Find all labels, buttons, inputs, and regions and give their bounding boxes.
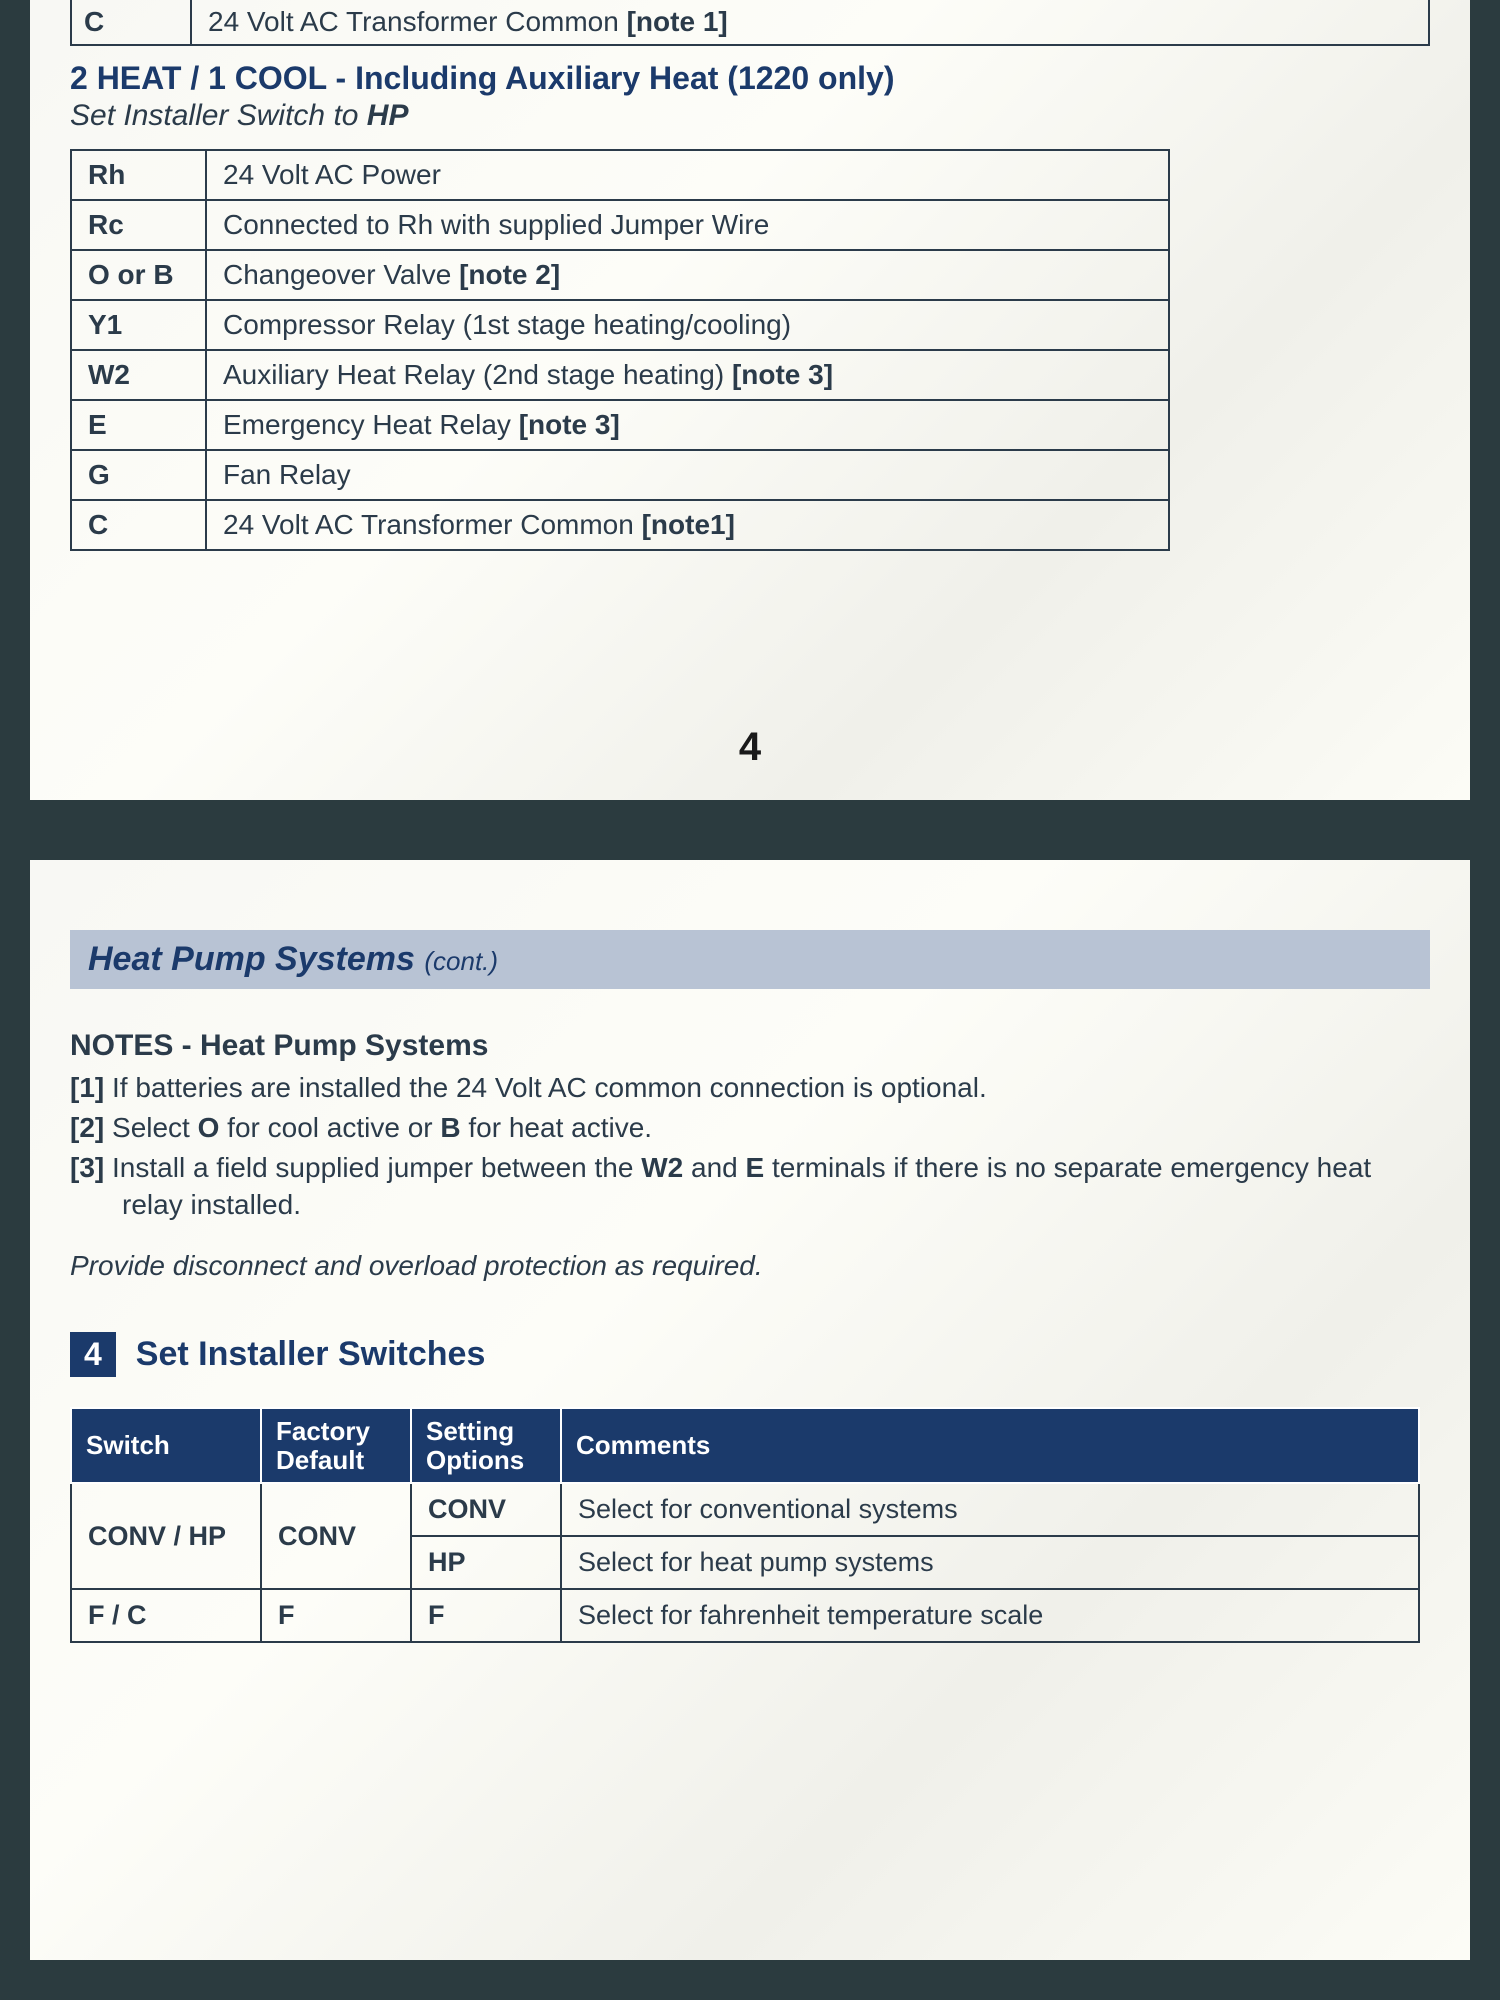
section-header-bar: Heat Pump Systems (cont.)	[70, 930, 1430, 989]
table-row: Y1Compressor Relay (1st stage heating/co…	[71, 300, 1169, 350]
setting-option: F	[411, 1589, 561, 1642]
terminal-desc: Emergency Heat Relay [note 3]	[206, 400, 1169, 450]
table-row: GFan Relay	[71, 450, 1169, 500]
terminal-label: G	[71, 450, 206, 500]
note-ref: [note 3]	[732, 359, 833, 390]
text: Heat Pump Systems	[88, 940, 424, 978]
installer-switches-table: Switch Factory Default Setting Options C…	[70, 1407, 1420, 1643]
page-number: 4	[739, 725, 761, 770]
setting-comment: Select for conventional systems	[561, 1483, 1419, 1536]
note-item: [3] Install a field supplied jumper betw…	[70, 1149, 1430, 1225]
terminal-label: O or B	[71, 250, 206, 300]
note-item: [2] Select O for cool active or B for he…	[70, 1109, 1430, 1147]
table-row: W2Auxiliary Heat Relay (2nd stage heatin…	[71, 350, 1169, 400]
factory-default: CONV	[261, 1483, 411, 1589]
factory-default: F	[261, 1589, 411, 1642]
setting-comment: Select for heat pump systems	[561, 1536, 1419, 1589]
text-cont: (cont.)	[424, 946, 498, 976]
step-number-badge: 4	[70, 1332, 116, 1377]
table-row: C24 Volt AC Transformer Common [note1]	[71, 500, 1169, 550]
col-setting-options: Setting Options	[411, 1408, 561, 1483]
terminal-desc: 24 Volt AC Transformer Common [note1]	[206, 500, 1169, 550]
terminal-desc: Connected to Rh with supplied Jumper Wir…	[206, 200, 1169, 250]
manual-page-5: Heat Pump Systems (cont.) NOTES - Heat P…	[30, 860, 1470, 1960]
note-ref: [note 1]	[627, 6, 728, 37]
text: Set Installer Switch to	[70, 99, 367, 132]
step-header: 4 Set Installer Switches	[70, 1332, 1430, 1377]
terminal-desc: Fan Relay	[206, 450, 1169, 500]
table-row: RcConnected to Rh with supplied Jumper W…	[71, 200, 1169, 250]
wiring-section-title: 2 HEAT / 1 COOL - Including Auxiliary He…	[70, 60, 1430, 97]
table-row: Rh24 Volt AC Power	[71, 150, 1169, 200]
terminal-label: Y1	[71, 300, 206, 350]
table-header-row: Switch Factory Default Setting Options C…	[71, 1408, 1419, 1483]
terminal-wiring-table: Rh24 Volt AC PowerRcConnected to Rh with…	[70, 149, 1170, 551]
col-comments: Comments	[561, 1408, 1419, 1483]
terminal-label: C	[71, 500, 206, 550]
text: 24 Volt AC Transformer Common	[208, 6, 627, 37]
terminal-desc: Compressor Relay (1st stage heating/cool…	[206, 300, 1169, 350]
text: Factory	[276, 1416, 370, 1446]
terminal-label: C	[72, 0, 192, 44]
text: Setting	[426, 1416, 514, 1446]
text: Default	[276, 1445, 364, 1475]
safety-notice: Provide disconnect and overload protecti…	[70, 1250, 1430, 1282]
terminal-desc: Auxiliary Heat Relay (2nd stage heating)…	[206, 350, 1169, 400]
note-ref: [note 3]	[519, 409, 620, 440]
wiring-section-subtitle: Set Installer Switch to HP	[70, 99, 1430, 133]
switch-name: CONV / HP	[71, 1483, 261, 1589]
terminal-label: W2	[71, 350, 206, 400]
notes-heading: NOTES - Heat Pump Systems	[70, 1029, 1430, 1063]
note-ref: [note 2]	[459, 259, 560, 290]
terminal-label: Rc	[71, 200, 206, 250]
setting-comment: Select for fahrenheit temperature scale	[561, 1589, 1419, 1642]
partial-prev-table-row: C 24 Volt AC Transformer Common [note 1]	[70, 0, 1430, 46]
terminal-label: E	[71, 400, 206, 450]
terminal-desc: Changeover Valve [note 2]	[206, 250, 1169, 300]
table-row: F / CFFSelect for fahrenheit temperature…	[71, 1589, 1419, 1642]
table-row: EEmergency Heat Relay [note 3]	[71, 400, 1169, 450]
terminal-desc: 24 Volt AC Transformer Common [note 1]	[192, 0, 1428, 44]
table-row: O or BChangeover Valve [note 2]	[71, 250, 1169, 300]
col-factory-default: Factory Default	[261, 1408, 411, 1483]
text: Options	[426, 1445, 524, 1475]
note-item: [1] If batteries are installed the 24 Vo…	[70, 1069, 1430, 1107]
setting-option: HP	[411, 1536, 561, 1589]
step-title: Set Installer Switches	[136, 1335, 486, 1374]
table-row: CONV / HPCONVCONVSelect for conventional…	[71, 1483, 1419, 1536]
terminal-label: Rh	[71, 150, 206, 200]
terminal-desc: 24 Volt AC Power	[206, 150, 1169, 200]
note-ref: [note1]	[642, 509, 735, 540]
setting-option: CONV	[411, 1483, 561, 1536]
manual-page-4: C 24 Volt AC Transformer Common [note 1]…	[30, 0, 1470, 800]
notes-list: [1] If batteries are installed the 24 Vo…	[70, 1069, 1430, 1224]
text-bold: HP	[367, 99, 409, 132]
col-switch: Switch	[71, 1408, 261, 1483]
switch-name: F / C	[71, 1589, 261, 1642]
